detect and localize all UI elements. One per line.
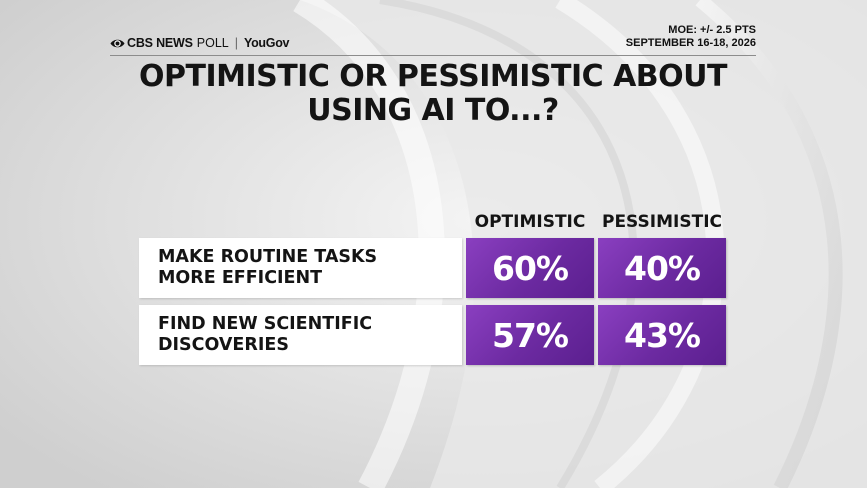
column-header-pessimistic: PESSIMISTIC <box>601 212 722 232</box>
brand-partner: YouGov <box>243 36 290 50</box>
column-header-optimistic: OPTIMISTIC <box>474 212 586 232</box>
chart-title: OPTIMISTIC OR PESSIMISTIC ABOUT USING AI… <box>110 60 756 128</box>
brand-logo: CBS NEWS POLL | YouGov <box>110 36 289 50</box>
cell-routine-optimistic: 60% <box>466 238 594 298</box>
row-label-line: FIND NEW SCIENTIFIC <box>158 314 373 334</box>
cbs-eye-icon <box>110 39 125 47</box>
cell-scientific-pessimistic: 43% <box>598 305 726 365</box>
cell-scientific-optimistic: 57% <box>466 305 594 365</box>
cell-routine-pessimistic: 40% <box>598 238 726 298</box>
margin-of-error: MOE: +/- 2.5 PTS <box>668 24 756 36</box>
title-line-2: USING AI TO...? <box>307 93 559 128</box>
poll-meta: MOE: +/- 2.5 PTS SEPTEMBER 16-18, 2026 <box>626 24 756 50</box>
row-label-line: MORE EFFICIENT <box>158 268 323 288</box>
poll-dates: SEPTEMBER 16-18, 2026 <box>625 37 756 49</box>
row-label-routine-tasks: MAKE ROUTINE TASKS MORE EFFICIENT <box>139 238 462 298</box>
title-line-1: OPTIMISTIC OR PESSIMISTIC ABOUT <box>138 59 728 94</box>
row-label-line: DISCOVERIES <box>158 335 289 355</box>
row-label-line: MAKE ROUTINE TASKS <box>158 247 378 267</box>
brand-separator: | <box>234 36 238 50</box>
header: CBS NEWS POLL | YouGov MOE: +/- 2.5 PTS … <box>110 24 756 54</box>
header-divider <box>110 55 756 56</box>
brand-network: CBS NEWS <box>127 36 193 50</box>
row-label-scientific-discoveries: FIND NEW SCIENTIFIC DISCOVERIES <box>139 305 462 365</box>
brand-poll: POLL <box>196 36 229 50</box>
